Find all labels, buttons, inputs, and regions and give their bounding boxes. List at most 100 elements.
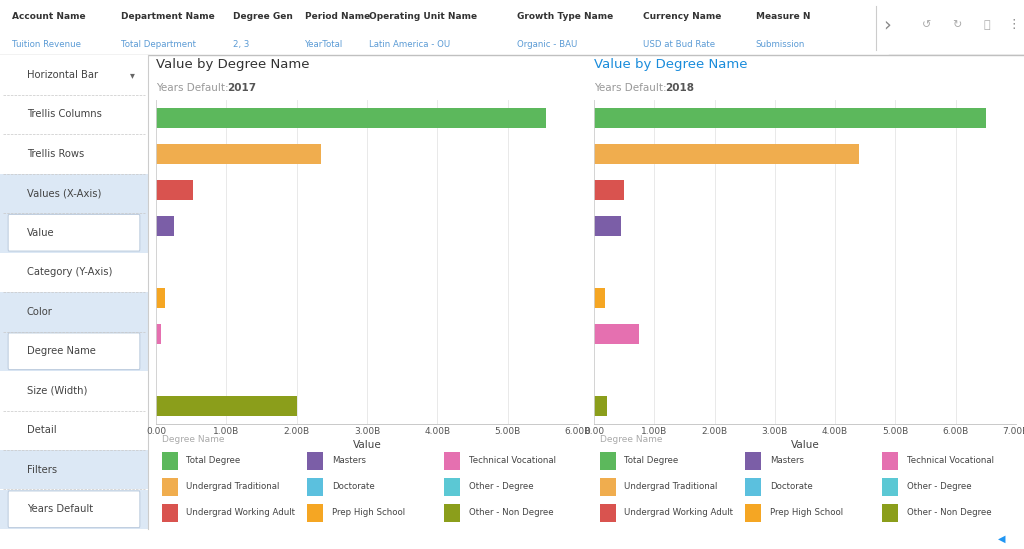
FancyBboxPatch shape — [8, 333, 140, 369]
Text: Submission: Submission — [756, 40, 805, 49]
Text: Prep High School: Prep High School — [770, 508, 843, 517]
Text: Doctorate: Doctorate — [332, 483, 375, 491]
Text: 2018: 2018 — [666, 83, 694, 93]
Bar — [882, 452, 898, 470]
Bar — [444, 504, 460, 522]
Bar — [162, 504, 178, 522]
Bar — [600, 452, 615, 470]
Text: Color: Color — [27, 307, 52, 317]
Text: Department Name: Department Name — [121, 12, 215, 21]
Text: Degree Name: Degree Name — [27, 346, 95, 356]
Bar — [444, 452, 460, 470]
Bar — [594, 288, 605, 308]
Bar — [745, 478, 762, 496]
Text: Prep High School: Prep High School — [332, 508, 406, 517]
Bar — [745, 452, 762, 470]
Text: Masters: Masters — [770, 456, 804, 466]
Bar — [0, 55, 148, 94]
Text: Growth Type Name: Growth Type Name — [517, 12, 613, 21]
FancyBboxPatch shape — [8, 215, 140, 251]
Bar — [600, 504, 615, 522]
Text: Technical Vocational: Technical Vocational — [907, 456, 994, 466]
Text: ⋮: ⋮ — [1008, 18, 1020, 31]
Bar — [307, 452, 324, 470]
Text: Filters: Filters — [27, 465, 56, 475]
Text: Degree Gen: Degree Gen — [233, 12, 293, 21]
Text: Measure N: Measure N — [756, 12, 810, 21]
Text: Total Department: Total Department — [121, 40, 196, 49]
Bar — [157, 216, 174, 236]
Text: Other - Non Degree: Other - Non Degree — [907, 508, 991, 517]
Bar — [594, 144, 859, 164]
Text: Undergrad Working Adult: Undergrad Working Adult — [186, 508, 296, 517]
Bar — [157, 396, 297, 416]
Text: Other - Degree: Other - Degree — [469, 483, 534, 491]
Text: Other - Non Degree: Other - Non Degree — [469, 508, 553, 517]
Bar — [882, 504, 898, 522]
Bar — [162, 478, 178, 496]
Text: Organic - BAU: Organic - BAU — [517, 40, 578, 49]
Bar — [157, 108, 546, 128]
Text: Value by Degree Name: Value by Degree Name — [157, 58, 309, 71]
Text: Total Degree: Total Degree — [625, 456, 679, 466]
Bar — [0, 213, 148, 253]
Bar — [594, 324, 639, 344]
Text: 2017: 2017 — [227, 83, 257, 93]
Bar — [594, 108, 986, 128]
Text: Masters: Masters — [332, 456, 366, 466]
Text: Tuition Revenue: Tuition Revenue — [12, 40, 81, 49]
Bar — [594, 396, 607, 416]
Bar — [157, 144, 322, 164]
Text: ⤢: ⤢ — [983, 20, 989, 30]
Bar — [745, 504, 762, 522]
Text: USD at Bud Rate: USD at Bud Rate — [643, 40, 715, 49]
Text: Trellis Columns: Trellis Columns — [27, 109, 101, 119]
Bar — [0, 173, 148, 213]
Bar — [0, 450, 148, 490]
Bar — [307, 478, 324, 496]
Text: Undergrad Traditional: Undergrad Traditional — [186, 483, 280, 491]
Text: YearTotal: YearTotal — [305, 40, 343, 49]
Text: Years Default: Years Default — [27, 504, 93, 514]
Text: Value: Value — [27, 228, 54, 238]
Bar — [882, 478, 898, 496]
Text: Value by Degree Name: Value by Degree Name — [594, 58, 748, 71]
Bar — [0, 292, 148, 332]
Text: Horizontal Bar: Horizontal Bar — [27, 70, 97, 80]
X-axis label: Value: Value — [352, 440, 381, 450]
Text: Category (Y-Axis): Category (Y-Axis) — [27, 267, 112, 277]
Text: ›: › — [883, 15, 891, 34]
Text: Years Default:: Years Default: — [594, 83, 670, 93]
FancyBboxPatch shape — [8, 491, 140, 528]
Text: ▾: ▾ — [130, 70, 135, 80]
Text: Total Degree: Total Degree — [186, 456, 241, 466]
Text: Detail: Detail — [27, 425, 56, 435]
Text: Degree Name: Degree Name — [162, 435, 224, 444]
Text: Values (X-Axis): Values (X-Axis) — [27, 188, 101, 198]
Text: ↻: ↻ — [952, 20, 962, 30]
Bar — [444, 478, 460, 496]
Text: Trellis Rows: Trellis Rows — [27, 149, 84, 159]
Text: Size (Width): Size (Width) — [27, 386, 87, 396]
Text: Other - Degree: Other - Degree — [907, 483, 972, 491]
Bar — [594, 216, 621, 236]
Text: Undergrad Traditional: Undergrad Traditional — [625, 483, 718, 491]
Text: Account Name: Account Name — [12, 12, 86, 21]
Text: Period Name: Period Name — [305, 12, 371, 21]
Text: ↺: ↺ — [922, 20, 931, 30]
Bar — [0, 332, 148, 371]
Bar — [600, 478, 615, 496]
Bar — [162, 452, 178, 470]
Text: Technical Vocational: Technical Vocational — [469, 456, 556, 466]
Bar — [157, 288, 165, 308]
Bar — [594, 180, 625, 200]
Text: 2, 3: 2, 3 — [233, 40, 250, 49]
Bar — [0, 490, 148, 529]
Text: Degree Name: Degree Name — [600, 435, 663, 444]
Text: Years Default:: Years Default: — [157, 83, 232, 93]
Text: Currency Name: Currency Name — [643, 12, 722, 21]
Bar — [157, 324, 161, 344]
Text: Operating Unit Name: Operating Unit Name — [369, 12, 477, 21]
Bar — [307, 504, 324, 522]
Text: Undergrad Working Adult: Undergrad Working Adult — [625, 508, 733, 517]
